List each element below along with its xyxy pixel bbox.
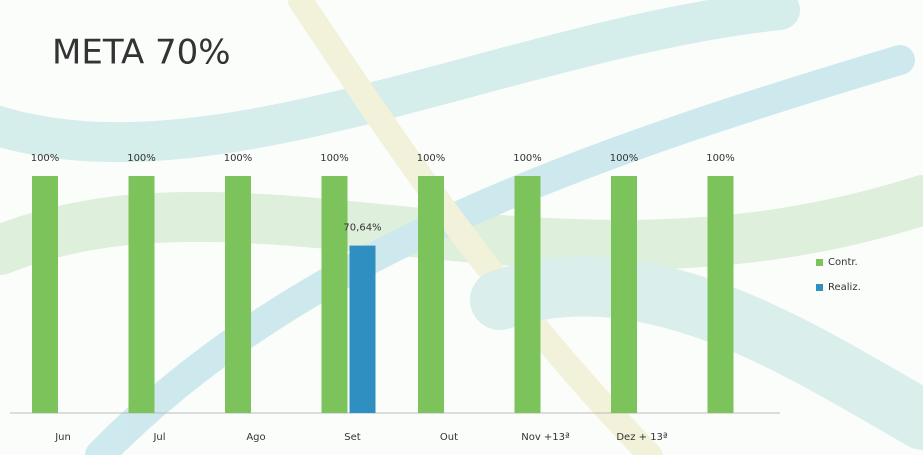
bar [514, 176, 541, 413]
x-tick-label: Ago [246, 432, 265, 443]
x-tick-label: Out [440, 432, 458, 443]
value-label: 70,64% [343, 223, 381, 234]
value-label: 100% [31, 153, 60, 164]
x-tick-label: Jun [54, 432, 71, 443]
bar [128, 176, 155, 413]
bar [611, 176, 637, 413]
bar [349, 245, 376, 413]
bar [321, 176, 348, 413]
value-label: 100% [513, 153, 542, 164]
legend-label: Realiz. [828, 282, 861, 293]
legend-swatch [816, 284, 823, 291]
legend-swatch [816, 259, 823, 266]
bar [225, 176, 251, 413]
value-label: 100% [706, 153, 735, 164]
bar [707, 176, 734, 413]
x-tick-label: Set [344, 432, 361, 443]
value-label: 100% [610, 153, 639, 164]
value-label: 100% [417, 153, 446, 164]
x-tick-label: Jul [152, 432, 165, 443]
value-label: 100% [224, 153, 253, 164]
x-tick-label: Dez + 13ª [616, 432, 668, 443]
value-label: 100% [127, 153, 156, 164]
x-tick-label: Nov +13ª [521, 432, 570, 443]
value-label: 100% [320, 153, 349, 164]
bar [32, 176, 58, 413]
chart-title: META 70% [52, 33, 231, 73]
bar [418, 176, 444, 413]
legend-label: Contr. [828, 257, 858, 268]
